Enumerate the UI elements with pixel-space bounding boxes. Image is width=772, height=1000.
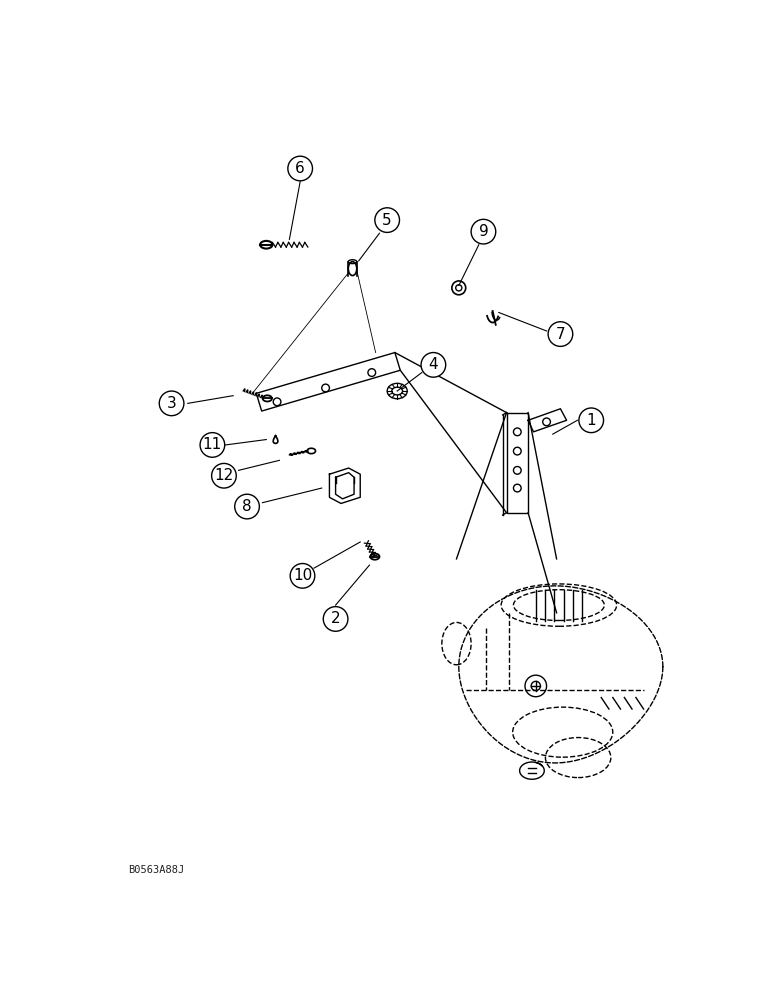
Circle shape bbox=[290, 564, 315, 588]
Circle shape bbox=[375, 208, 399, 232]
Text: 11: 11 bbox=[203, 437, 222, 452]
Circle shape bbox=[323, 607, 348, 631]
Text: 9: 9 bbox=[479, 224, 489, 239]
Circle shape bbox=[200, 433, 225, 457]
Text: 6: 6 bbox=[296, 161, 305, 176]
Text: 8: 8 bbox=[242, 499, 252, 514]
Text: 12: 12 bbox=[215, 468, 234, 483]
Circle shape bbox=[421, 353, 445, 377]
Text: 10: 10 bbox=[293, 568, 312, 583]
Text: 3: 3 bbox=[167, 396, 177, 411]
Circle shape bbox=[235, 494, 259, 519]
Text: 5: 5 bbox=[382, 213, 392, 228]
Circle shape bbox=[471, 219, 496, 244]
Circle shape bbox=[548, 322, 573, 346]
Text: 4: 4 bbox=[428, 357, 438, 372]
Circle shape bbox=[288, 156, 313, 181]
Circle shape bbox=[212, 463, 236, 488]
Text: 7: 7 bbox=[556, 327, 565, 342]
Circle shape bbox=[159, 391, 184, 416]
Text: B0563A88J: B0563A88J bbox=[127, 865, 184, 875]
Circle shape bbox=[579, 408, 604, 433]
Text: 1: 1 bbox=[587, 413, 596, 428]
Text: 2: 2 bbox=[330, 611, 340, 626]
